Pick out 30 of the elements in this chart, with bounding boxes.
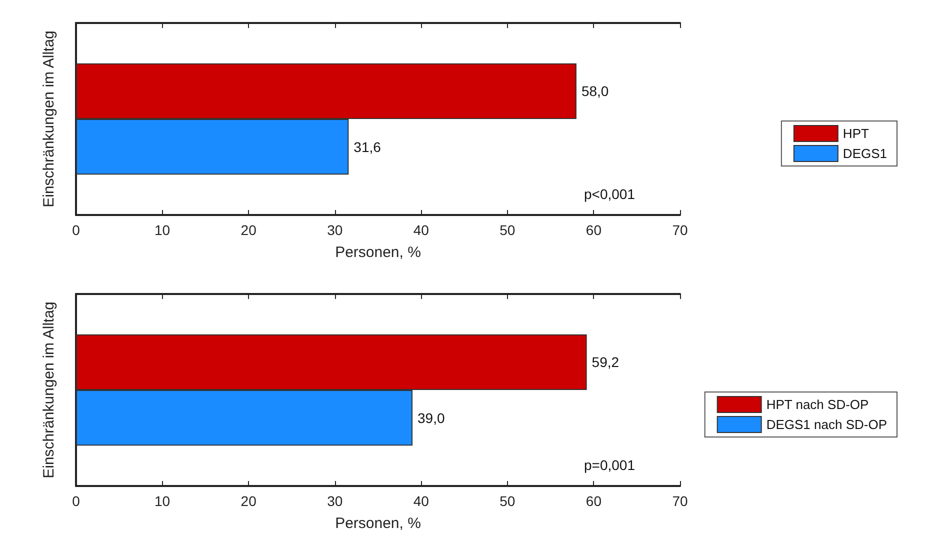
x-tick-label: 30 bbox=[327, 222, 343, 238]
x-tick-label: 20 bbox=[240, 493, 257, 509]
legend-label: HPT bbox=[842, 126, 869, 141]
x-tick-label: 60 bbox=[586, 493, 602, 509]
data-label: 31,6 bbox=[354, 138, 382, 155]
annotation: p=0,001 bbox=[584, 457, 636, 473]
legend-label: HPT nach SD-OP bbox=[766, 397, 869, 412]
data-label: 59,2 bbox=[592, 354, 620, 370]
y-axis-title: Einschränkungen im Alltag bbox=[40, 302, 58, 478]
legend-label: DEGS1 bbox=[842, 146, 888, 161]
x-tick-label: 40 bbox=[413, 493, 430, 509]
x-axis-title: Personen, % bbox=[335, 515, 421, 532]
x-tick-label: 70 bbox=[672, 222, 688, 238]
x-tick-label: 30 bbox=[327, 493, 343, 509]
x-tick-label: 20 bbox=[240, 222, 257, 238]
x-tick-label: 40 bbox=[413, 222, 430, 238]
x-tick-label: 10 bbox=[154, 493, 170, 509]
annotation: p<0,001 bbox=[584, 186, 636, 202]
y-axis-title: Einschränkungen im Alltag bbox=[40, 30, 58, 208]
x-tick-label: 0 bbox=[72, 222, 80, 238]
data-label: 58,0 bbox=[581, 83, 609, 100]
x-axis-title: Personen, % bbox=[335, 244, 421, 261]
x-tick-label: 50 bbox=[500, 493, 516, 509]
x-tick-label: 50 bbox=[500, 222, 516, 238]
data-label: 39,0 bbox=[418, 410, 445, 426]
x-tick-label: 0 bbox=[72, 493, 80, 509]
x-tick-label: 10 bbox=[154, 222, 170, 238]
x-tick-label: 60 bbox=[586, 222, 602, 238]
x-tick-label: 70 bbox=[672, 493, 688, 509]
legend-label: DEGS1 nach SD-OP bbox=[766, 417, 887, 432]
